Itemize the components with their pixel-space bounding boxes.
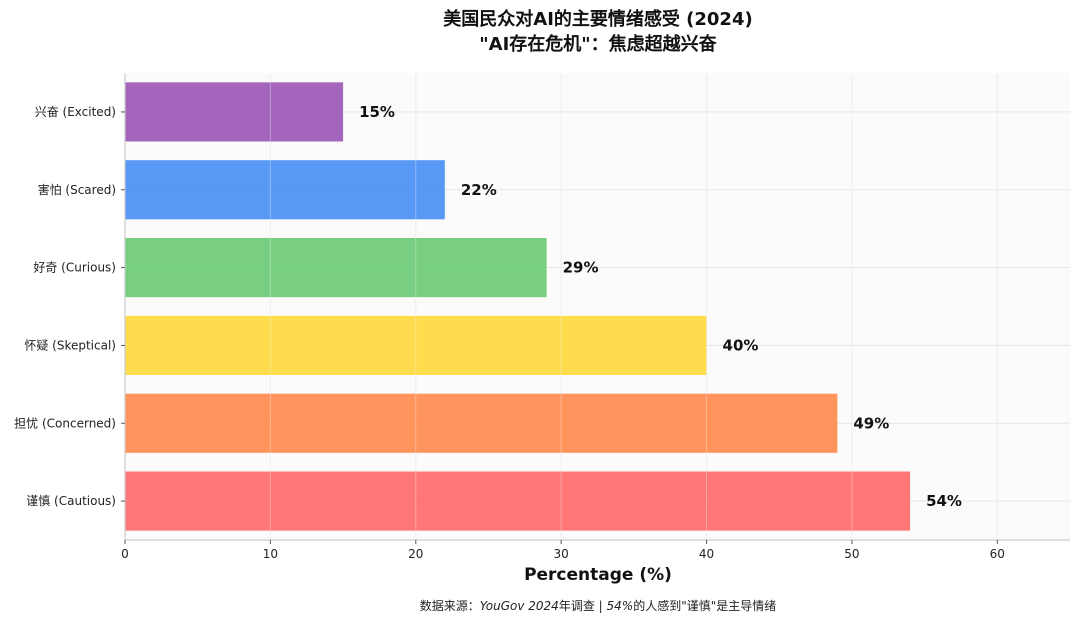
footnote-percent: 54% <box>607 599 634 613</box>
bar-value-label: 40% <box>723 336 759 354</box>
y-tick-label: 担忧 (Concerned) <box>14 416 116 430</box>
y-tick-label: 兴奋 (Excited) <box>35 105 116 119</box>
y-tick-label: 怀疑 (Skeptical) <box>24 337 116 352</box>
x-axis-title: Percentage (%) <box>524 565 672 585</box>
bar <box>125 238 547 298</box>
bar <box>125 315 707 375</box>
footnote-middle: 年调查 | <box>559 599 607 613</box>
footnote: 数据来源：YouGov 2024年调查 | 54%的人感到"谨慎"是主导情绪 <box>420 598 776 613</box>
plot-area <box>125 73 1070 540</box>
footnote-suffix: 的人感到"谨慎"是主导情绪 <box>633 598 776 613</box>
bar-value-label: 15% <box>359 103 395 121</box>
y-tick-label: 好奇 (Curious) <box>33 261 116 275</box>
chart-title: 美国民众对AI的主要情绪感受 (2024) <box>443 8 752 30</box>
bar-value-label: 54% <box>926 492 962 510</box>
x-tick-label: 20 <box>408 547 423 561</box>
footnote-source: YouGov 2024 <box>480 599 559 613</box>
value-labels-group: 15% 22% 29% 40% 49% 54% <box>269 73 998 540</box>
bar <box>125 82 344 142</box>
bar-value-label: 22% <box>461 181 497 199</box>
footnote-prefix: 数据来源： <box>420 598 480 613</box>
x-tick-label: 0 <box>121 547 129 561</box>
bar-value-label: 29% <box>563 259 599 277</box>
y-tick-label: 害怕 (Scared) <box>38 182 116 197</box>
x-tick-label: 40 <box>699 547 714 561</box>
bars-group <box>125 82 911 531</box>
axes: 0 10 20 30 40 50 60 兴奋 (Excited) 害怕 (Scared) 好奇 (… <box>14 73 1070 561</box>
x-tick-label: 30 <box>554 547 569 561</box>
bar <box>125 393 838 453</box>
bar <box>125 160 445 220</box>
chart-subtitle: "AI存在危机"：焦虑超越兴奋 <box>479 33 717 55</box>
bar-value-label: 49% <box>853 414 889 432</box>
x-tick-label: 50 <box>844 547 859 561</box>
x-tick-label: 10 <box>263 547 278 561</box>
bar <box>125 471 911 531</box>
x-tick-label: 60 <box>990 547 1005 561</box>
y-tick-label: 谨慎 (Cautious) <box>26 494 116 508</box>
